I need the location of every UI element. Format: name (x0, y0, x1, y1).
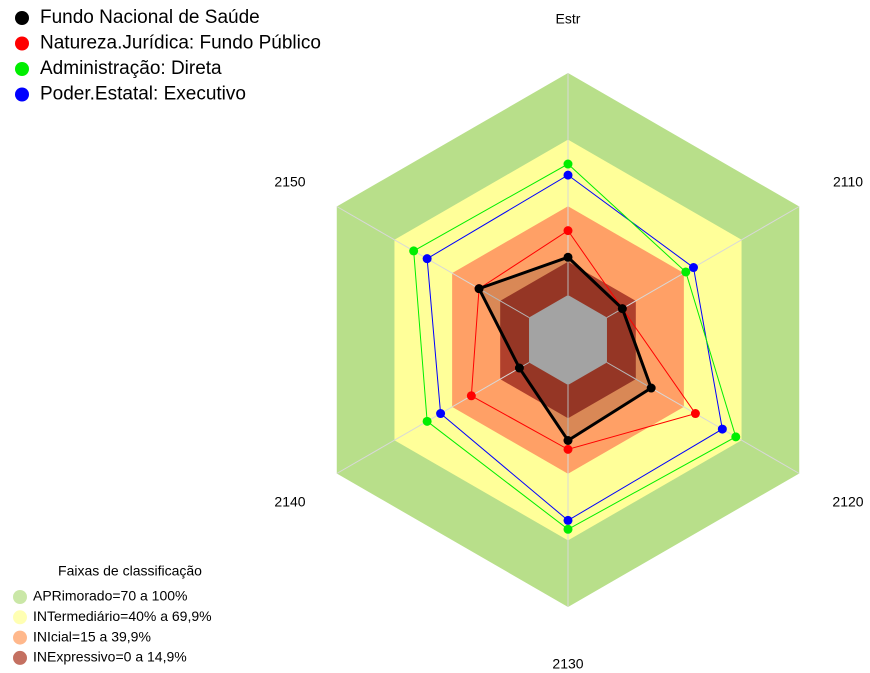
axis-label: 2120 (832, 494, 863, 510)
band-legend-label: INIcial=15 a 39,9% (33, 628, 151, 644)
series-point (688, 263, 698, 273)
band-legend-label: INExpressivo=0 a 14,9% (33, 649, 187, 665)
series-point (563, 524, 573, 534)
series-point (563, 226, 573, 236)
bands-title: Faixas de classificação (58, 563, 202, 579)
axis-label: 2110 (833, 174, 863, 190)
series-point (563, 436, 573, 445)
series-point (563, 170, 573, 180)
series-point (731, 432, 741, 442)
series-point (681, 267, 691, 277)
band-legend-marker (13, 650, 27, 665)
series-point (646, 383, 656, 393)
spoke (336, 362, 530, 474)
legend-label: Poder.Estatal: Executivo (40, 84, 246, 105)
axis-label: Estr (556, 11, 581, 27)
series-point (563, 444, 573, 454)
legend-marker (15, 62, 29, 76)
legend-marker (15, 11, 29, 25)
series-point (690, 409, 700, 419)
band-legend-marker (13, 590, 27, 604)
series-point (563, 515, 573, 525)
series-point (474, 284, 484, 294)
series-point (617, 304, 627, 314)
axis-label: 2140 (274, 494, 305, 510)
series-point (436, 409, 446, 419)
series-point (466, 391, 476, 401)
band-legend-marker (13, 630, 27, 645)
series-point (563, 159, 573, 169)
axis-label: 2150 (274, 174, 305, 190)
spoke (606, 206, 800, 318)
band-legend-label: APRimorado=70 a 100% (33, 588, 188, 604)
spoke (336, 206, 530, 318)
series-point (514, 363, 524, 373)
series-point (717, 424, 727, 434)
legend-label: Administração: Direta (40, 58, 222, 79)
legend-marker (15, 36, 29, 51)
center (529, 295, 607, 385)
series-point (409, 246, 419, 256)
series-point (422, 254, 432, 264)
series-point (563, 252, 573, 262)
series-point (422, 416, 432, 426)
spoke (606, 362, 800, 474)
band-legend-marker (13, 610, 27, 625)
legend-marker (15, 87, 29, 102)
axis-label: 2130 (552, 656, 583, 672)
legend-label: Fundo Nacional de Saúde (40, 7, 260, 28)
legend-label: Natureza.Jurídica: Fundo Público (40, 33, 321, 54)
band-legend-label: INTermediário=40% a 69,9% (33, 608, 212, 624)
